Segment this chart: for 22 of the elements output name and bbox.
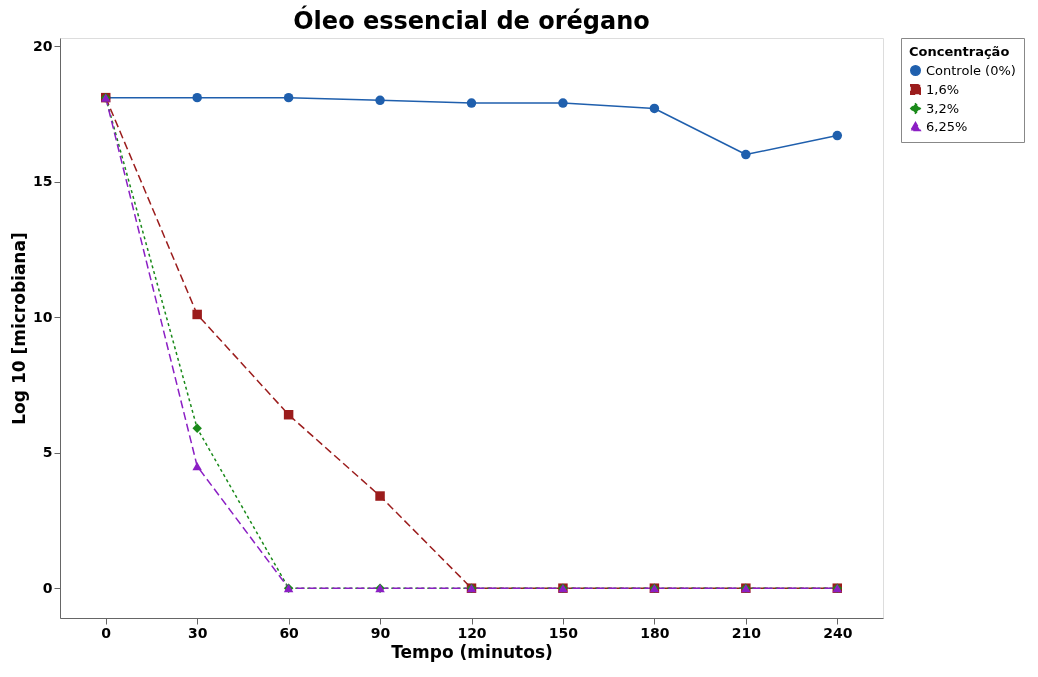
x-tick-label: 90 [370, 624, 391, 641]
x-tick-label: 120 [457, 624, 487, 641]
y-tick-label: 0 [42, 579, 53, 596]
legend-label: 6,25% [926, 118, 968, 134]
legend-label: 3,2% [926, 100, 960, 116]
y-tick-label: 20 [33, 37, 53, 54]
x-tick-label: 60 [279, 624, 300, 641]
x-axis-title: Tempo (minutos) [391, 641, 553, 662]
chart-title: Óleo essencial de orégano [293, 5, 650, 35]
y-tick-label: 15 [33, 173, 53, 190]
y-tick-label: 5 [42, 444, 53, 461]
legend-label: Controle (0%) [926, 62, 1016, 78]
x-tick-label: 240 [823, 624, 853, 641]
x-tick-label: 180 [640, 624, 670, 641]
x-tick-label: 0 [101, 624, 112, 641]
y-axis-title: Log 10 [microbiana] [9, 232, 30, 425]
x-tick-label: 150 [548, 624, 579, 641]
y-tick-label: 10 [33, 308, 53, 325]
legend-title: Concentração [909, 44, 1010, 59]
legend-label: 1,6% [926, 81, 960, 97]
x-tick-label: 210 [731, 624, 762, 641]
x-tick-label: 30 [187, 624, 208, 641]
